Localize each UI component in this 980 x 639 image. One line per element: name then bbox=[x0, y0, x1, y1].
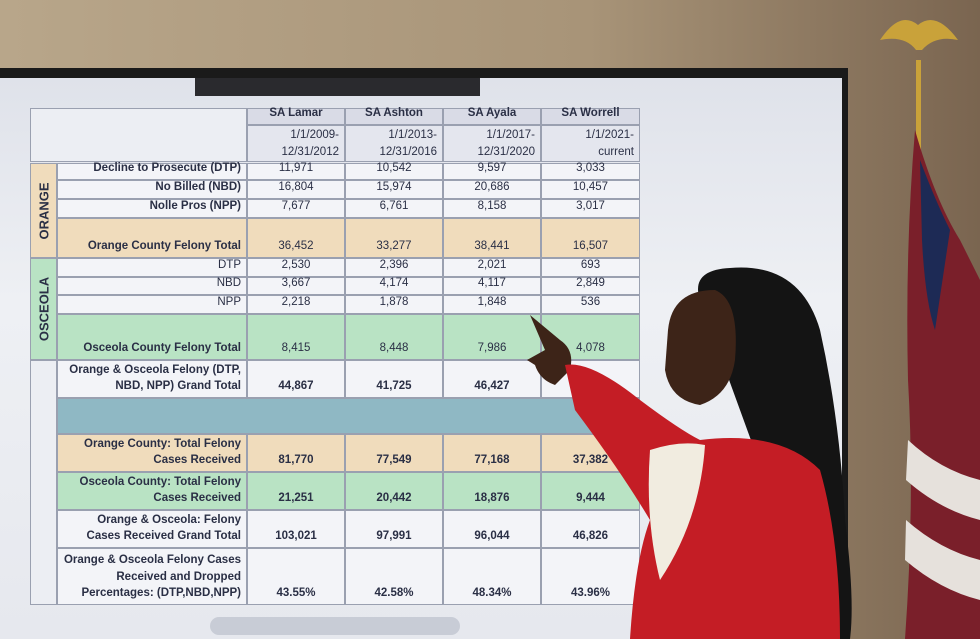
period-end: 12/31/2016 bbox=[379, 145, 437, 158]
row-label: Nolle Pros (NPP) bbox=[57, 199, 247, 218]
period-end: 12/31/2012 bbox=[281, 145, 339, 158]
group-label: OSCEOLA bbox=[30, 258, 57, 360]
group-label: ORANGE bbox=[30, 163, 57, 258]
row-label: Orange County: Total Felony Cases Receiv… bbox=[57, 434, 247, 472]
value-cell: 1,878 bbox=[345, 295, 443, 314]
column-period: 1/1/2017- 12/31/2020 bbox=[443, 125, 541, 162]
value-cell: 4,117 bbox=[443, 277, 541, 295]
value-cell: 10,542 bbox=[345, 162, 443, 180]
value-cell: 33,277 bbox=[345, 218, 443, 258]
value-cell: 18,876 bbox=[443, 472, 541, 510]
column-period: 1/1/2009- 12/31/2012 bbox=[247, 125, 345, 162]
window-title-bar bbox=[195, 78, 480, 96]
value-cell: 44,867 bbox=[247, 360, 345, 398]
period-start: 1/1/2013- bbox=[388, 128, 437, 141]
value-cell: 38,441 bbox=[443, 218, 541, 258]
value-cell: 8,415 bbox=[247, 314, 345, 360]
value-cell: 77,168 bbox=[443, 434, 541, 472]
blouse bbox=[648, 443, 705, 580]
column-name: SA Worrell bbox=[541, 107, 640, 125]
value-cell: 8,448 bbox=[345, 314, 443, 360]
value-cell: 46,427 bbox=[443, 360, 541, 398]
value-cell: 4,174 bbox=[345, 277, 443, 295]
row-label: No Billed (NBD) bbox=[57, 180, 247, 199]
value-cell: 2,849 bbox=[541, 277, 640, 295]
value-cell: 7,986 bbox=[443, 314, 541, 360]
column-period: 1/1/2021- current bbox=[541, 125, 640, 162]
value-cell: 9,597 bbox=[443, 162, 541, 180]
column-period: 1/1/2013- 12/31/2016 bbox=[345, 125, 443, 162]
value-cell: 43.96% bbox=[541, 548, 640, 605]
value-cell: 42.58% bbox=[345, 548, 443, 605]
value-cell: 103,021 bbox=[247, 510, 345, 548]
column-name: SA Ashton bbox=[345, 107, 443, 125]
row-label: Osceola County: Total Felony Cases Recei… bbox=[57, 472, 247, 510]
flag-stars bbox=[920, 160, 950, 330]
row-label: NBD bbox=[57, 277, 247, 295]
value-cell: 36,452 bbox=[247, 218, 345, 258]
value-cell: 21,251 bbox=[247, 472, 345, 510]
value-cell: 536 bbox=[541, 295, 640, 314]
period-start: 1/1/2017- bbox=[486, 128, 535, 141]
value-cell: 20,686 bbox=[443, 180, 541, 199]
hand bbox=[527, 315, 572, 385]
row-label: DTP bbox=[57, 258, 247, 277]
period-start: 1/1/2009- bbox=[290, 128, 339, 141]
row-label: Osceola County Felony Total bbox=[57, 314, 247, 360]
value-cell: 81,770 bbox=[247, 434, 345, 472]
face bbox=[665, 290, 736, 405]
column-name: SA Ayala bbox=[443, 107, 541, 125]
row-label: Orange & Osceola Felony Cases Received a… bbox=[57, 548, 247, 605]
value-cell: 10,457 bbox=[541, 180, 640, 199]
value-cell: 48.34% bbox=[443, 548, 541, 605]
value-cell: 43.55% bbox=[247, 548, 345, 605]
value-cell: 7,677 bbox=[247, 199, 345, 218]
left-blank bbox=[30, 360, 57, 605]
value-cell: 96,044 bbox=[443, 510, 541, 548]
row-label: NPP bbox=[57, 295, 247, 314]
value-cell: 97,991 bbox=[345, 510, 443, 548]
value-cell: 9,444 bbox=[541, 472, 640, 510]
row-label: Orange & Osceola: Felony Cases Received … bbox=[57, 510, 247, 548]
value-cell: 6,761 bbox=[345, 199, 443, 218]
row-label: Decline to Prosecute (DTP) bbox=[57, 162, 247, 180]
row-label: Orange & Osceola Felony (DTP, NBD, NPP) … bbox=[57, 360, 247, 398]
value-cell: 8,158 bbox=[443, 199, 541, 218]
eagle-finial bbox=[880, 20, 958, 50]
value-cell: 2,021 bbox=[443, 258, 541, 277]
value-cell: 2,218 bbox=[247, 295, 345, 314]
header-blank bbox=[30, 108, 247, 162]
viewer-toolbar bbox=[210, 617, 460, 635]
value-cell: 3,033 bbox=[541, 162, 640, 180]
separator bbox=[57, 398, 640, 434]
period-end: 12/31/2020 bbox=[477, 145, 535, 158]
value-cell: 2,396 bbox=[345, 258, 443, 277]
value-cell: 16,507 bbox=[541, 218, 640, 258]
value-cell: 20,442 bbox=[345, 472, 443, 510]
row-label: Orange County Felony Total bbox=[57, 218, 247, 258]
value-cell: 2,530 bbox=[247, 258, 345, 277]
value-cell: 1,848 bbox=[443, 295, 541, 314]
period-start: 1/1/2021- bbox=[585, 128, 634, 141]
value-cell: 693 bbox=[541, 258, 640, 277]
value-cell: 16,804 bbox=[247, 180, 345, 199]
period-end: current bbox=[598, 145, 634, 158]
value-cell: 41,725 bbox=[345, 360, 443, 398]
flag-stripes bbox=[905, 440, 980, 600]
value-cell: 46,826 bbox=[541, 510, 640, 548]
red-jacket bbox=[565, 364, 840, 639]
value-cell: 11,971 bbox=[247, 162, 345, 180]
column-name: SA Lamar bbox=[247, 107, 345, 125]
value-cell: 77,549 bbox=[345, 434, 443, 472]
value-cell: 15,974 bbox=[345, 180, 443, 199]
value-cell: 3,017 bbox=[541, 199, 640, 218]
value-cell: 3,667 bbox=[247, 277, 345, 295]
